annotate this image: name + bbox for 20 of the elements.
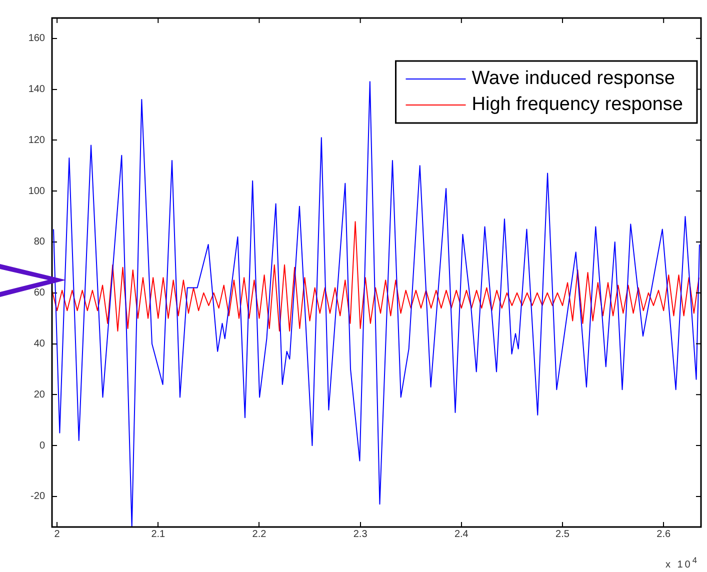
- text: x 10$^{4}$: [665, 554, 699, 570]
- y-tick-label: 160: [28, 33, 46, 44]
- y-tick-label: 80: [34, 236, 46, 248]
- y-tick-label: 100: [28, 186, 46, 197]
- x-tick-label: 2.5: [556, 528, 570, 540]
- y-tick-label: 140: [28, 84, 46, 96]
- y-tick-label: 60: [34, 288, 46, 299]
- legend-label: High frequency response: [472, 94, 684, 116]
- x-tick-label: 2.1: [151, 528, 166, 540]
- y-tick-label: 40: [34, 338, 46, 350]
- x-tick-label: 2.3: [353, 528, 368, 540]
- y-tick-label: 120: [28, 134, 46, 146]
- x-tick-label: 2.2: [252, 528, 267, 540]
- legend-label: Wave induced response: [472, 68, 675, 90]
- x-tick-label: 2: [54, 528, 60, 540]
- x-tick-label: 2.4: [454, 528, 469, 540]
- y-tick-label: -20: [30, 491, 46, 502]
- y-tick-label: 0: [39, 440, 46, 452]
- y-tick-label: 20: [34, 389, 46, 400]
- x-tick-label: 2.6: [656, 528, 671, 540]
